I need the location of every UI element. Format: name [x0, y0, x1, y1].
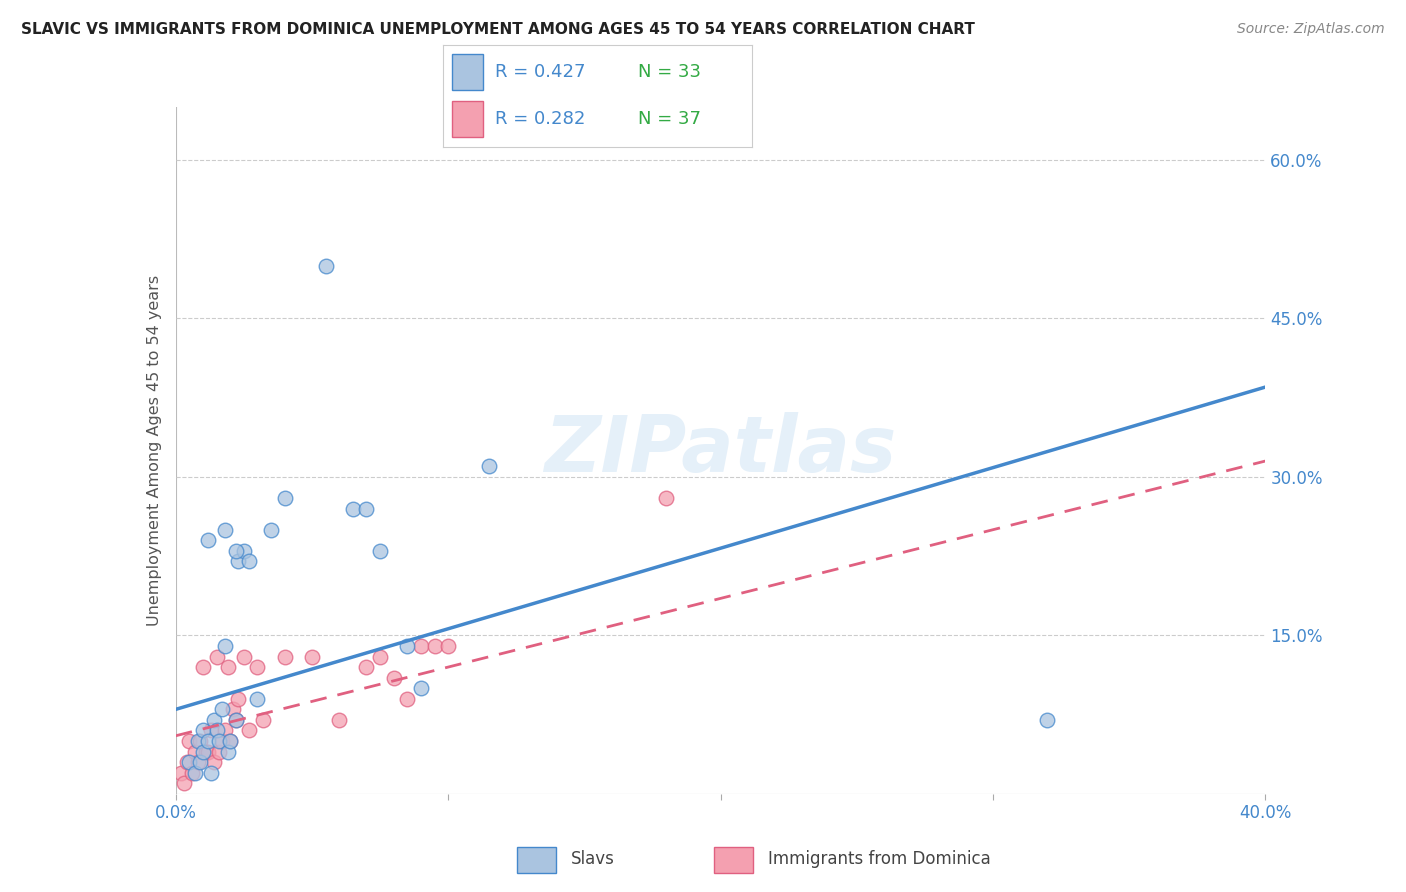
Point: [202, 713, 225, 727]
Point: [197, 734, 219, 748]
Point: [232, 544, 254, 558]
Point: [238, 723, 260, 738]
Point: [200, 723, 222, 738]
Point: [214, 523, 236, 537]
Point: [252, 713, 274, 727]
Point: [356, 501, 378, 516]
Point: [423, 639, 446, 653]
Bar: [453, 54, 484, 90]
Text: Immigrants from Dominica: Immigrants from Dominica: [768, 849, 990, 868]
Point: [232, 649, 254, 664]
Text: Source: ZipAtlas.com: Source: ZipAtlas.com: [1237, 22, 1385, 37]
Point: [342, 501, 364, 516]
Point: [173, 776, 195, 790]
Point: [179, 734, 201, 748]
Point: [409, 639, 432, 653]
Point: [191, 745, 214, 759]
Text: R = 0.282: R = 0.282: [495, 110, 586, 128]
Point: [211, 734, 233, 748]
Point: [197, 533, 219, 548]
Bar: [453, 101, 484, 137]
Point: [246, 660, 269, 674]
Point: [368, 544, 391, 558]
Point: [179, 755, 201, 769]
Text: Slavs: Slavs: [571, 849, 614, 868]
Point: [225, 713, 247, 727]
Point: [197, 745, 219, 759]
Point: [301, 649, 323, 664]
Point: [186, 755, 209, 769]
Text: R = 0.427: R = 0.427: [495, 62, 586, 81]
Point: [194, 745, 217, 759]
Y-axis label: Unemployment Among Ages 45 to 54 years: Unemployment Among Ages 45 to 54 years: [146, 275, 162, 626]
Point: [217, 660, 239, 674]
Point: [176, 755, 198, 769]
Point: [356, 660, 378, 674]
Point: [205, 723, 228, 738]
Point: [1036, 713, 1059, 727]
Point: [211, 702, 233, 716]
Point: [188, 734, 211, 748]
Point: [219, 734, 242, 748]
Point: [214, 723, 236, 738]
Point: [222, 702, 245, 716]
Point: [396, 639, 419, 653]
Text: N = 37: N = 37: [638, 110, 700, 128]
Point: [191, 660, 214, 674]
Point: [214, 639, 236, 653]
Point: [382, 671, 405, 685]
Point: [225, 713, 247, 727]
Point: [208, 734, 231, 748]
Point: [437, 639, 460, 653]
Point: [205, 649, 228, 664]
Point: [191, 723, 214, 738]
Point: [246, 691, 269, 706]
Point: [655, 491, 678, 505]
Point: [181, 765, 204, 780]
Point: [184, 745, 207, 759]
Point: [396, 691, 419, 706]
Bar: [517, 847, 555, 872]
Text: N = 33: N = 33: [638, 62, 700, 81]
Point: [238, 554, 260, 568]
Point: [225, 544, 247, 558]
Point: [188, 755, 211, 769]
Point: [260, 523, 283, 537]
Point: [328, 713, 350, 727]
Point: [409, 681, 432, 696]
Point: [186, 734, 209, 748]
Point: [219, 734, 242, 748]
Bar: [713, 847, 754, 872]
Point: [202, 755, 225, 769]
Point: [228, 691, 250, 706]
Text: ZIPatlas: ZIPatlas: [544, 412, 897, 489]
Point: [315, 259, 337, 273]
Point: [200, 765, 222, 780]
Text: SLAVIC VS IMMIGRANTS FROM DOMINICA UNEMPLOYMENT AMONG AGES 45 TO 54 YEARS CORREL: SLAVIC VS IMMIGRANTS FROM DOMINICA UNEMP…: [21, 22, 974, 37]
Point: [478, 459, 501, 474]
Point: [368, 649, 391, 664]
Point: [184, 765, 207, 780]
Point: [274, 649, 297, 664]
Point: [228, 554, 250, 568]
Point: [208, 745, 231, 759]
Point: [170, 765, 193, 780]
Point: [217, 745, 239, 759]
Point: [274, 491, 297, 505]
